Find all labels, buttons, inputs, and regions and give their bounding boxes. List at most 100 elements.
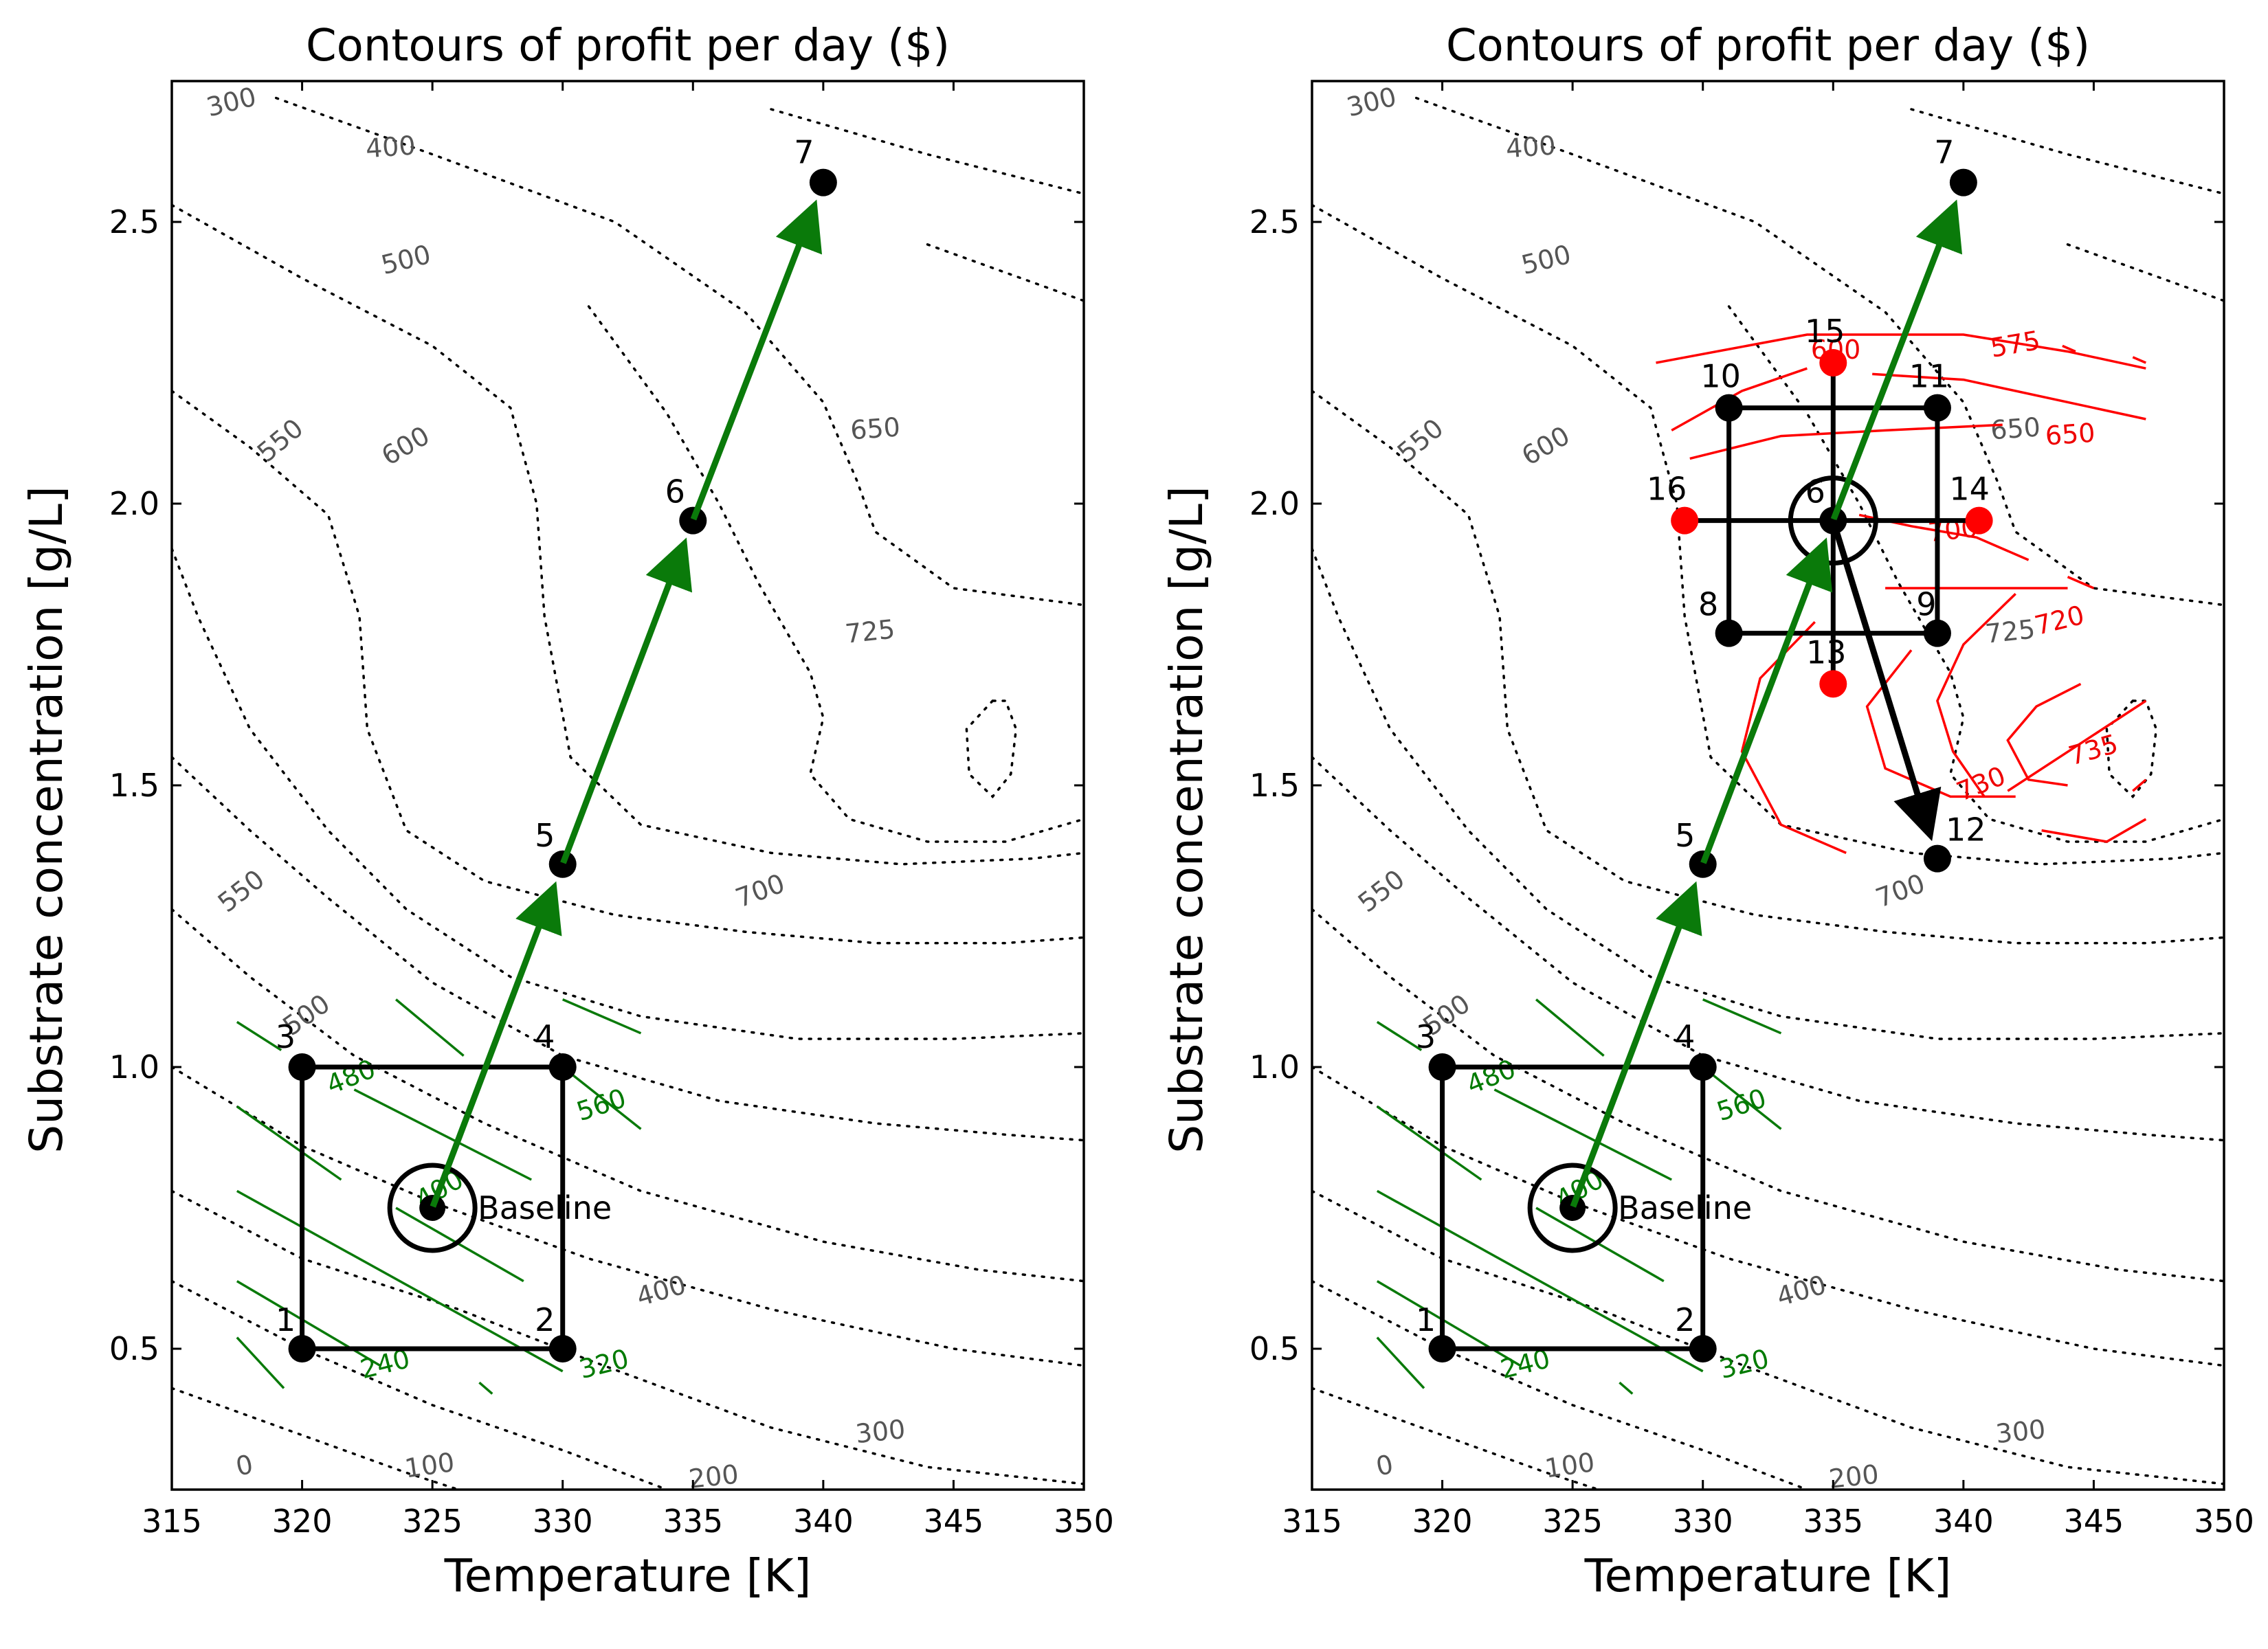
true-profit-contour [1312,908,2224,1283]
model2-contour [2132,356,2146,364]
contour-label: 400 [633,1269,689,1312]
steepest-ascent-arrow [560,537,693,864]
model1-contour [236,1105,342,1181]
point-label-8: 8 [1698,586,1718,623]
point-label-7: 7 [1934,134,1954,171]
experiment-point-6 [679,506,707,535]
experiment-point-13 [1819,670,1847,698]
model1-contour [353,1088,532,1181]
contour-label: 650 [849,412,901,445]
y-tick-label: 2.0 [109,485,159,522]
model2-contour-label: 650 [2044,418,2095,451]
experiment-point-7 [1949,168,1977,197]
experiment-point-11 [1923,394,1951,422]
true-profit-contour [172,547,1084,1040]
x-tick-label: 320 [1412,1503,1473,1540]
y-tick-label: 1.5 [109,767,159,804]
true-profit-contour [1312,547,2224,1040]
true-profit-contour [1312,1387,1600,1490]
model1-contour [236,1280,381,1367]
contour-label: 300 [203,81,259,122]
contour-label: 400 [365,130,416,164]
experiment-point-14 [1965,506,1993,535]
model1-contour [236,1020,282,1051]
contour-label: 700 [731,868,788,913]
model1-contour [1376,1020,1423,1051]
true-profit-contour [1312,1279,1809,1490]
contour-label: 550 [212,864,270,918]
true-profit-contour [172,1279,669,1490]
x-tick-label: 315 [1282,1503,1342,1540]
x-tick-label: 325 [1542,1503,1603,1540]
true-profit-contour [172,756,1084,1142]
steepest-ascent-arrow [1830,199,1963,521]
model1-contour-label: 480 [322,1053,380,1100]
true-profit-contour [770,108,1084,195]
model1-contour [1535,1207,1665,1283]
x-tick-label: 315 [142,1503,202,1540]
point-label-4: 4 [535,1018,555,1055]
x-axis-label: Temperature [K] [444,1549,812,1602]
model2-contour [1656,333,2146,370]
model1-contour-label: 560 [573,1083,630,1127]
y-tick-label: 2.5 [109,203,159,240]
model2-contour-label: 730 [1953,761,2010,807]
baseline-label: Baseline [478,1189,612,1226]
x-tick-label: 320 [272,1503,333,1540]
model2-contour-label: 575 [1988,325,2043,363]
contour-label: 300 [854,1414,907,1449]
x-tick-label: 335 [663,1503,723,1540]
model2-contour-label: 720 [2032,600,2087,641]
x-tick-label: 335 [1803,1503,1863,1540]
contour-label: 650 [1990,412,2041,445]
plot-frame [1311,80,2225,1491]
experiment-point-10 [1715,394,1743,422]
experiment-point-9 [1923,619,1951,647]
point-label-3: 3 [1416,1018,1436,1055]
contour-label: 200 [687,1459,740,1494]
experiment-point-4 [548,1053,577,1081]
contour-label: 600 [1517,420,1575,471]
y-tick-label: 1.0 [109,1048,159,1086]
model1-contour [394,998,465,1057]
point-label-12: 12 [1946,811,1986,849]
model2-contour [1936,592,2016,798]
point-label-5: 5 [1675,817,1695,854]
point-label-13: 13 [1806,633,1847,671]
true-profit-contour [2066,243,2224,302]
experiment-point-2 [1689,1335,1717,1362]
x-tick-label: 345 [2064,1503,2124,1540]
x-tick-label: 330 [533,1503,593,1540]
contour-label: 500 [1518,239,1574,280]
point-label-6: 6 [665,473,685,511]
point-label-11: 11 [1909,358,1950,395]
contour-label: 550 [1392,413,1449,468]
y-tick-label: 2.0 [1249,485,1300,522]
chart-title: Contours of profit per day ($) [1446,21,2090,71]
steepest-ascent-arrow [1570,881,1702,1208]
experiment-point-12 [1923,844,1951,873]
contour-label: 100 [1543,1447,1597,1484]
model1-contour [236,1189,564,1373]
x-tick-label: 345 [924,1503,984,1540]
experiment-point-4 [1689,1053,1717,1081]
y-tick-label: 0.5 [109,1330,159,1367]
y-tick-label: 1.0 [1249,1048,1300,1086]
point-label-7: 7 [794,134,814,171]
baseline-point [1559,1195,1586,1221]
model2-contour [2067,575,2095,590]
y-tick-label: 0.5 [1249,1330,1300,1367]
point-label-5: 5 [535,817,555,854]
x-tick-label: 325 [402,1503,463,1540]
model1-contour [562,1066,642,1130]
second-ascent-arrow [1830,519,1942,842]
contour-label: 300 [1994,1414,2047,1449]
point-label-2: 2 [1675,1301,1695,1338]
steepest-ascent-arrow [1700,537,1833,864]
model1-contour [1493,1088,1672,1181]
model1-contour [236,1336,285,1389]
true-profit-contour [172,1387,460,1490]
contour-label: 0 [1373,1449,1396,1482]
